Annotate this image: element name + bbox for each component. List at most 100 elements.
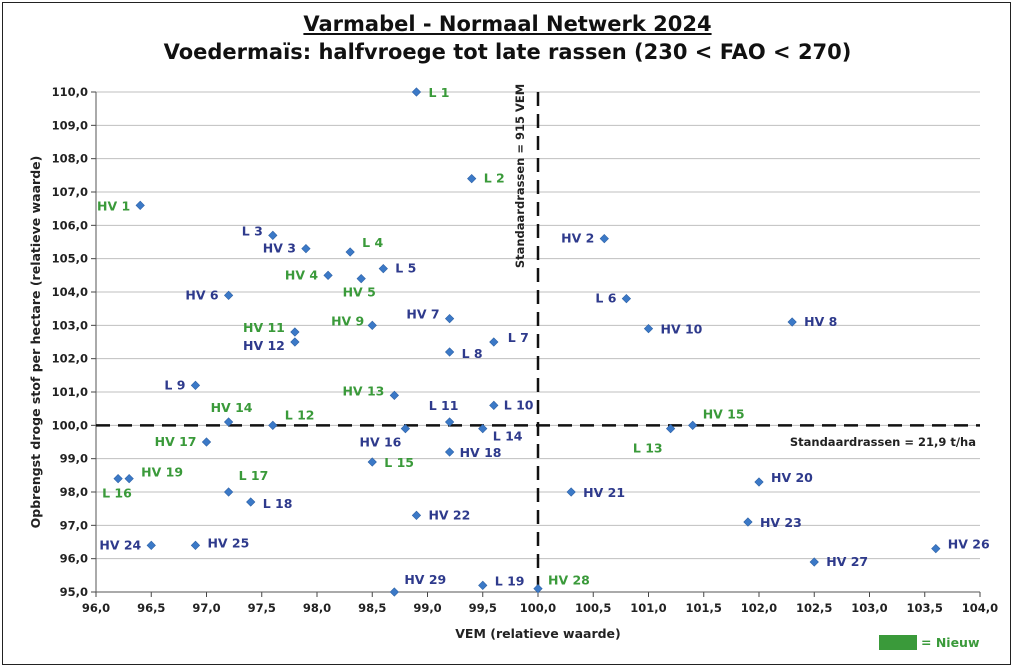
data-point-l-5: [378, 264, 388, 274]
data-point-hv-29: [389, 587, 399, 597]
x-axis-label: VEM (relatieve waarde): [455, 626, 621, 641]
y-tick-label: 100,0: [52, 418, 88, 432]
data-label-hv-18: HV 18: [460, 445, 502, 460]
data-label-hv-11: HV 11: [243, 320, 285, 335]
x-tick-label: 100,5: [575, 601, 611, 615]
data-label-hv-8: HV 8: [804, 314, 837, 329]
data-point-hv-16: [400, 424, 411, 434]
y-tick-label: 105,0: [52, 252, 88, 266]
data-label-hv-10: HV 10: [661, 322, 703, 337]
data-point-hv-6: [223, 290, 234, 300]
data-point-hv-24: [146, 540, 156, 550]
x-tick-label: 100,0: [520, 601, 556, 615]
data-label-hv-25: HV 25: [207, 535, 249, 550]
x-tick-label: 103,0: [851, 601, 887, 615]
data-point-hv-19: [124, 474, 134, 484]
data-label-l-2: L 2: [484, 171, 505, 186]
data-label-l-18: L 18: [263, 496, 293, 511]
data-label-l-12: L 12: [285, 407, 315, 422]
data-label-hv-9: HV 9: [331, 313, 364, 328]
y-axis-label: Opbrengst droge stof per hectare (relati…: [28, 156, 43, 529]
data-point-l-1: [411, 87, 422, 97]
data-point-l-12: [268, 420, 278, 430]
data-point-l-8: [444, 347, 455, 357]
data-point-l-7: [489, 337, 499, 347]
data-label-hv-5: HV 5: [343, 285, 376, 300]
data-point-hv-3: [301, 244, 311, 254]
data-point-l-11: [444, 417, 455, 427]
data-label-hv-16: HV 16: [360, 435, 402, 450]
chart-subtitle: Voedermaïs: halfvroege tot late rassen (…: [163, 40, 852, 64]
data-label-hv-1: HV 1: [97, 198, 130, 213]
data-label-hv-3: HV 3: [263, 241, 296, 256]
y-tick-label: 108,0: [52, 152, 88, 166]
data-point-l-9: [190, 380, 201, 390]
y-tick-label: 99,0: [60, 452, 88, 466]
data-point-hv-12: [290, 337, 300, 347]
axes: 95,0 96,0 97,0 98,0 99,0 100,0 101,0 102,0 103,0…: [52, 85, 999, 615]
data-point-l-19: [478, 580, 488, 590]
data-point-l-17: [223, 487, 234, 497]
data-label-l-14: L 14: [493, 429, 523, 444]
data-label-hv-13: HV 13: [342, 383, 384, 398]
reference-lines: [96, 92, 980, 592]
y-tick-label: 106,0: [52, 218, 88, 232]
x-tick-label: 103,5: [907, 601, 943, 615]
data-point-hv-8: [787, 317, 797, 327]
data-label-hv-24: HV 24: [99, 537, 141, 552]
data-label-hv-12: HV 12: [243, 338, 285, 353]
data-label-l-3: L 3: [242, 223, 263, 238]
data-label-hv-6: HV 6: [185, 287, 218, 302]
legend-swatch-new: [879, 635, 917, 650]
legend-label: = Nieuw: [921, 635, 980, 650]
data-label-l-10: L 10: [504, 397, 534, 412]
x-tick-label: 101,5: [686, 601, 722, 615]
y-tick-label: 107,0: [52, 185, 88, 199]
data-point-hv-20: [754, 477, 764, 487]
data-point-hv-25: [190, 540, 201, 550]
data-point-l-14: [478, 424, 488, 434]
data-label-hv-2: HV 2: [561, 231, 594, 246]
data-label-hv-17: HV 17: [155, 434, 197, 449]
data-label-l-19: L 19: [495, 573, 525, 588]
data-point-hv-21: [566, 487, 576, 497]
legend: = Nieuw: [879, 635, 980, 650]
y-tick-label: 98,0: [60, 485, 88, 499]
data-point-hv-9: [367, 320, 377, 330]
data-label-l-9: L 9: [164, 377, 185, 392]
data-point-hv-7: [444, 314, 455, 324]
data-label-l-1: L 1: [428, 85, 449, 100]
x-tick-label: 99,5: [469, 601, 497, 615]
x-tick-label: 98,0: [303, 601, 331, 615]
data-point-hv-15: [688, 420, 698, 430]
data-point-hv-28: [533, 584, 543, 594]
data-point-l-3: [268, 230, 278, 240]
data-label-hv-4: HV 4: [285, 267, 318, 282]
data-point-l-15: [367, 457, 377, 467]
data-point-l-16: [113, 474, 123, 484]
data-point-hv-22: [411, 510, 422, 520]
data-labels: L 1 L 2 HV 1 L 3HV 3 L 4 L 5 HV 4 HV 5 HV 6 HV 2 L…: [97, 85, 990, 588]
data-point-hv-27: [809, 557, 819, 567]
data-point-l-10: [489, 400, 499, 410]
x-tick-label: 96,5: [137, 601, 165, 615]
data-label-l-11: L 11: [429, 398, 459, 413]
data-label-hv-28: HV 28: [548, 573, 590, 588]
horizontal-reference-label: Standaardrassen = 21,9 t/ha: [790, 435, 976, 449]
data-label-hv-15: HV 15: [703, 406, 745, 421]
data-label-l-15: L 15: [384, 455, 414, 470]
data-label-l-5: L 5: [395, 261, 416, 276]
data-point-hv-18: [444, 447, 455, 457]
y-tick-label: 101,0: [52, 385, 88, 399]
data-point-l-18: [246, 497, 256, 507]
data-label-hv-21: HV 21: [583, 485, 625, 500]
data-label-l-16: L 16: [102, 486, 132, 501]
data-point-hv-11: [290, 327, 300, 337]
data-point-hv-26: [931, 544, 941, 554]
data-label-l-13: L 13: [633, 441, 663, 456]
data-label-hv-7: HV 7: [406, 307, 439, 322]
y-tick-label: 95,0: [60, 585, 88, 599]
vertical-reference-label: Standaardrassen = 915 VEM: [513, 84, 527, 268]
data-label-hv-29: HV 29: [404, 572, 446, 587]
